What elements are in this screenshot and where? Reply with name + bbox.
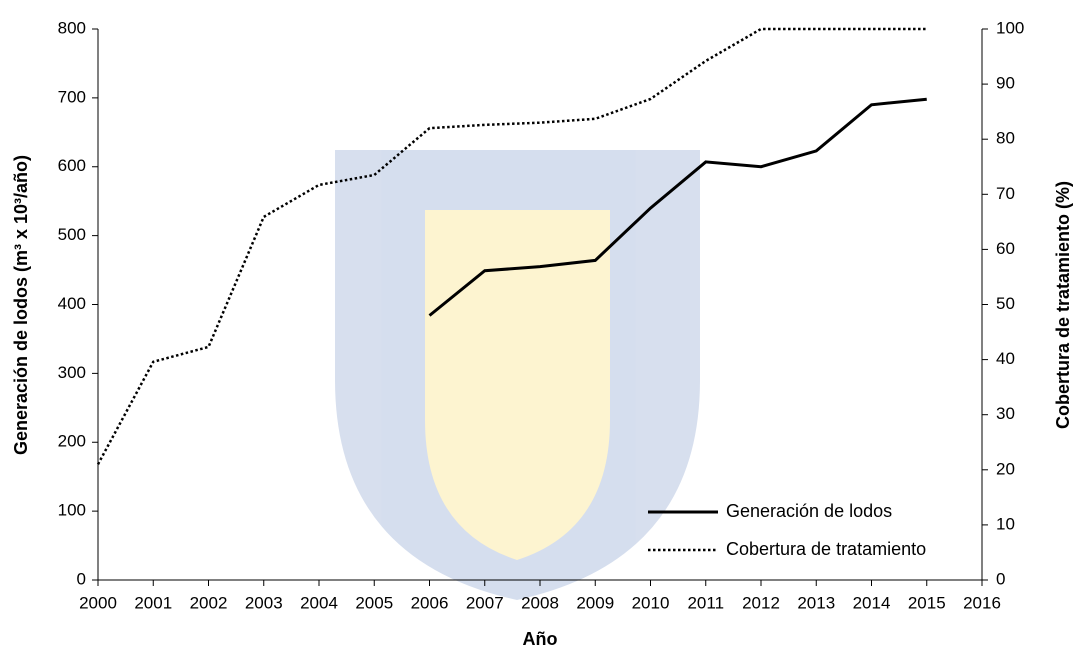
y-tick-label: 100 — [58, 501, 86, 520]
y2-tick-label: 40 — [996, 349, 1015, 368]
y-tick-label: 200 — [58, 432, 86, 451]
y2-tick-label: 20 — [996, 459, 1015, 478]
x-tick-label: 2010 — [632, 593, 670, 612]
x-tick-label: 2015 — [908, 593, 946, 612]
x-tick-label: 2006 — [411, 593, 449, 612]
x-tick-label: 2007 — [466, 593, 504, 612]
page: Año Generación de lodos (m³ x 10³/año) C… — [0, 0, 1079, 652]
y2-tick-label: 90 — [996, 74, 1015, 93]
y2-tick-label: 80 — [996, 129, 1015, 148]
watermark — [335, 150, 700, 600]
x-tick-label: 2008 — [521, 593, 559, 612]
legend-label: Generación de lodos — [726, 501, 892, 521]
x-tick-label: 2012 — [742, 593, 780, 612]
y2-tick-label: 100 — [996, 18, 1024, 37]
y-tick-label: 400 — [58, 294, 86, 313]
x-tick-label: 2000 — [79, 593, 117, 612]
y2-tick-label: 0 — [996, 569, 1005, 588]
x-tick-label: 2005 — [355, 593, 393, 612]
x-tick-label: 2016 — [963, 593, 1001, 612]
y2-tick-label: 50 — [996, 294, 1015, 313]
x-tick-label: 2013 — [797, 593, 835, 612]
x-tick-label: 2011 — [687, 593, 724, 612]
y-tick-label: 600 — [58, 156, 86, 175]
legend-label: Cobertura de tratamiento — [726, 539, 926, 559]
x-axis-title: Año — [523, 629, 558, 649]
y-tick-label: 300 — [58, 363, 86, 382]
y-axis-title: Generación de lodos (m³ x 10³/año) — [11, 155, 31, 455]
chart: Año Generación de lodos (m³ x 10³/año) C… — [0, 0, 1079, 652]
y2-axis-title: Cobertura de tratamiento (%) — [1053, 181, 1073, 429]
y2-tick-label: 30 — [996, 404, 1015, 423]
x-tick-label: 2003 — [245, 593, 283, 612]
y-tick-label: 500 — [58, 225, 86, 244]
x-tick-label: 2002 — [190, 593, 228, 612]
x-tick-label: 2004 — [300, 593, 338, 612]
y2-tick-label: 10 — [996, 514, 1015, 533]
y-tick-label: 700 — [58, 87, 86, 106]
x-tick-label: 2014 — [853, 593, 891, 612]
x-tick-label: 2001 — [134, 593, 172, 612]
y2-tick-label: 60 — [996, 239, 1015, 258]
y-tick-label: 0 — [77, 569, 86, 588]
x-tick-label: 2009 — [576, 593, 614, 612]
y2-tick-label: 70 — [996, 184, 1015, 203]
y-tick-label: 800 — [58, 18, 86, 37]
